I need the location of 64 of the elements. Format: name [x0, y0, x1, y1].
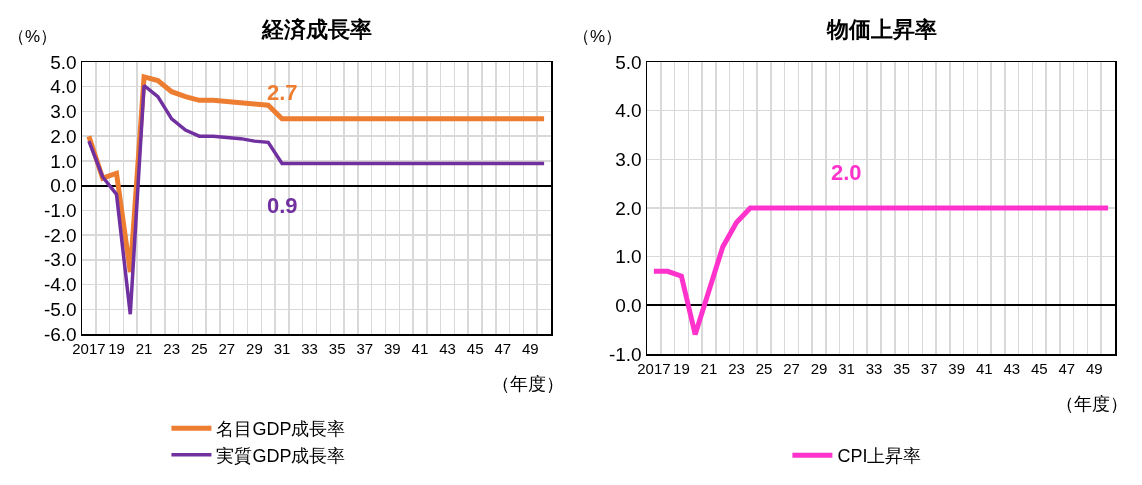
- x-tick-label: 19: [673, 359, 690, 377]
- y-tick-label: 0.0: [615, 294, 642, 316]
- x-tick-label: 21: [700, 359, 718, 377]
- x-tick-label: 25: [755, 359, 773, 377]
- annotation: 0.9: [267, 193, 298, 218]
- x-tick-label: 23: [163, 339, 180, 357]
- y-tick-label: -3.0: [43, 249, 77, 271]
- y-tick-label: 3.0: [615, 148, 642, 170]
- x-tick-label: 37: [356, 339, 374, 357]
- x-tick-label: 41: [975, 359, 993, 377]
- legend-label: CPI上昇率: [837, 446, 922, 467]
- y-tick-label: 4.0: [615, 100, 642, 122]
- x-tick-label: 37: [920, 359, 938, 377]
- y-tick-label: 4.0: [50, 76, 77, 98]
- chart-title: 経済成長率: [261, 17, 372, 42]
- x-tick-label: 45: [466, 339, 484, 357]
- x-tick-label: 43: [1003, 359, 1021, 377]
- y-tick-label: 1.0: [50, 150, 77, 172]
- x-tick-label: 47: [494, 339, 512, 357]
- x-tick-label: 27: [783, 359, 800, 377]
- y-axis-title: （%）: [573, 27, 623, 46]
- annotation: 2.7: [267, 80, 298, 105]
- y-tick-label: 2.0: [50, 125, 77, 147]
- x-tick-label: 33: [301, 339, 318, 357]
- x-tick-label: 41: [411, 339, 429, 357]
- y-tick-label: 5.0: [615, 51, 642, 73]
- chart-title: 物価上昇率: [826, 17, 937, 42]
- x-tick-label: 27: [218, 339, 236, 357]
- y-tick-label: -1.0: [608, 343, 642, 365]
- x-axis-title: （年度）: [1056, 394, 1128, 414]
- x-tick-label: 21: [135, 339, 153, 357]
- x-tick-label: 39: [384, 339, 401, 357]
- line-series: [87, 83, 546, 316]
- x-tick-label: 47: [1058, 359, 1076, 377]
- y-tick-label: -6.0: [43, 323, 77, 345]
- y-tick-label: 5.0: [50, 51, 77, 73]
- x-tick-label: 39: [948, 359, 966, 377]
- annotation: 2.0: [831, 160, 862, 185]
- y-tick-label: 3.0: [50, 101, 77, 123]
- legend-label: 名目GDP成長率: [216, 419, 346, 440]
- x-tick-label: 49: [521, 339, 539, 357]
- y-tick-label: -5.0: [43, 298, 77, 320]
- y-tick-label: -1.0: [43, 200, 77, 222]
- x-tick-label: 45: [1030, 359, 1048, 377]
- y-axis-title: （%）: [8, 27, 58, 46]
- x-tick-label: 29: [246, 339, 263, 357]
- x-tick-label: 31: [838, 359, 855, 377]
- y-tick-label: -4.0: [43, 274, 77, 296]
- y-tick-label: 1.0: [615, 246, 642, 268]
- x-tick-label: 35: [328, 339, 346, 357]
- x-tick-label: 33: [865, 359, 883, 377]
- x-tick-label: 25: [190, 339, 208, 357]
- x-tick-label: 23: [728, 359, 745, 377]
- x-axis-title: （年度）: [492, 374, 564, 394]
- y-tick-label: 2.0: [615, 197, 642, 219]
- x-tick-label: 49: [1086, 359, 1103, 377]
- legend-label: 実質GDP成長率: [216, 445, 346, 466]
- x-tick-label: 19: [108, 339, 125, 357]
- x-tick-label: 31: [273, 339, 291, 357]
- y-tick-label: -2.0: [43, 224, 77, 246]
- x-tick-label: 43: [439, 339, 456, 357]
- x-tick-label: 35: [893, 359, 910, 377]
- x-tick-label: 29: [810, 359, 828, 377]
- y-tick-label: 0.0: [50, 175, 77, 197]
